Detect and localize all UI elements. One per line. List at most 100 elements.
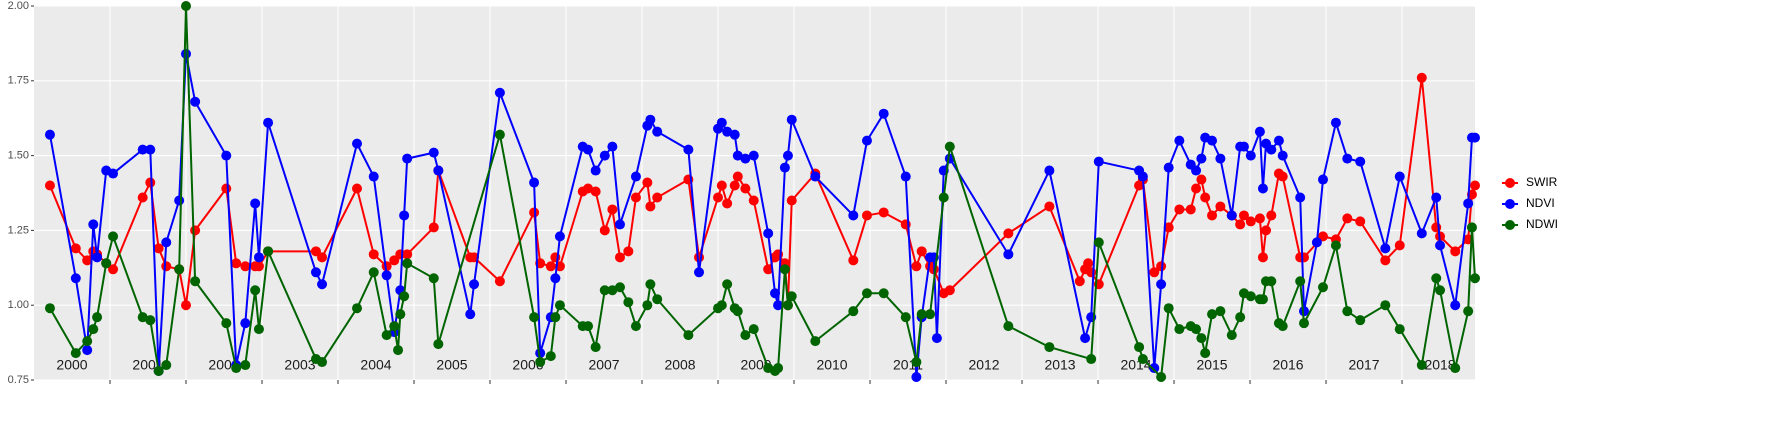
point xyxy=(614,282,625,293)
year-label: 2013 xyxy=(1044,357,1075,373)
point xyxy=(469,279,480,290)
point xyxy=(1416,228,1427,239)
point xyxy=(1238,141,1249,152)
point xyxy=(381,330,392,341)
point xyxy=(1003,228,1014,239)
point xyxy=(716,117,727,128)
point xyxy=(1450,246,1461,257)
point xyxy=(1191,165,1202,176)
point xyxy=(317,279,328,290)
point xyxy=(174,264,185,275)
point xyxy=(716,300,727,311)
point xyxy=(545,261,556,272)
point xyxy=(732,171,743,182)
point xyxy=(1257,252,1268,263)
point xyxy=(1174,204,1185,215)
point xyxy=(645,279,656,290)
point xyxy=(174,195,185,206)
point xyxy=(599,150,610,161)
point xyxy=(1093,237,1104,248)
point xyxy=(1003,321,1014,332)
point xyxy=(878,288,889,299)
point xyxy=(529,207,540,218)
point xyxy=(748,195,759,206)
year-label: 2008 xyxy=(664,357,695,373)
point xyxy=(1450,363,1461,374)
point xyxy=(1134,342,1145,353)
point xyxy=(161,360,172,371)
point xyxy=(82,336,93,347)
point xyxy=(786,291,797,302)
point xyxy=(683,144,694,155)
point xyxy=(1044,342,1055,353)
point xyxy=(310,267,321,278)
point xyxy=(1463,306,1474,317)
point xyxy=(1266,144,1277,155)
point xyxy=(900,312,911,323)
point xyxy=(161,237,172,248)
point xyxy=(590,342,601,353)
point xyxy=(722,279,733,290)
point xyxy=(428,273,439,284)
point xyxy=(1380,243,1391,254)
point xyxy=(652,192,663,203)
point xyxy=(645,201,656,212)
point xyxy=(1431,273,1442,284)
point xyxy=(683,330,694,341)
point xyxy=(1298,252,1309,263)
point xyxy=(190,276,201,287)
legend-label: NDVI xyxy=(1526,196,1555,210)
point xyxy=(145,315,156,326)
point xyxy=(231,258,242,269)
point xyxy=(1295,276,1306,287)
point xyxy=(931,333,942,344)
point xyxy=(1342,213,1353,224)
year-label: 2004 xyxy=(360,357,391,373)
point xyxy=(529,177,540,188)
point xyxy=(630,171,641,182)
point xyxy=(614,252,625,263)
point xyxy=(630,321,641,332)
point xyxy=(590,165,601,176)
point xyxy=(1254,126,1265,137)
point xyxy=(1044,201,1055,212)
point xyxy=(399,210,410,221)
point xyxy=(70,243,81,254)
point xyxy=(770,288,781,299)
point xyxy=(1450,300,1461,311)
point xyxy=(137,144,148,155)
point xyxy=(1431,192,1442,203)
point xyxy=(352,183,363,194)
point xyxy=(1298,318,1309,329)
point xyxy=(1163,222,1174,233)
point xyxy=(1330,117,1341,128)
point xyxy=(925,309,936,320)
point xyxy=(1226,210,1237,221)
point xyxy=(630,192,641,203)
point xyxy=(253,252,264,263)
point xyxy=(713,192,724,203)
point xyxy=(1215,153,1226,164)
point xyxy=(145,144,156,155)
point xyxy=(848,255,859,266)
point xyxy=(550,312,561,323)
point xyxy=(716,180,727,191)
point xyxy=(1277,321,1288,332)
point xyxy=(1330,240,1341,251)
point xyxy=(642,177,653,188)
point xyxy=(137,312,148,323)
point xyxy=(779,264,790,275)
point xyxy=(1416,72,1427,83)
point xyxy=(545,351,556,362)
point xyxy=(1080,333,1091,344)
year-label: 2003 xyxy=(284,357,315,373)
point xyxy=(1470,273,1480,284)
point xyxy=(44,180,55,191)
point xyxy=(1311,237,1322,248)
point xyxy=(1196,333,1207,344)
point xyxy=(583,183,594,194)
point xyxy=(181,300,192,311)
legend-key xyxy=(1505,178,1515,188)
point xyxy=(732,306,743,317)
point xyxy=(1137,171,1148,182)
